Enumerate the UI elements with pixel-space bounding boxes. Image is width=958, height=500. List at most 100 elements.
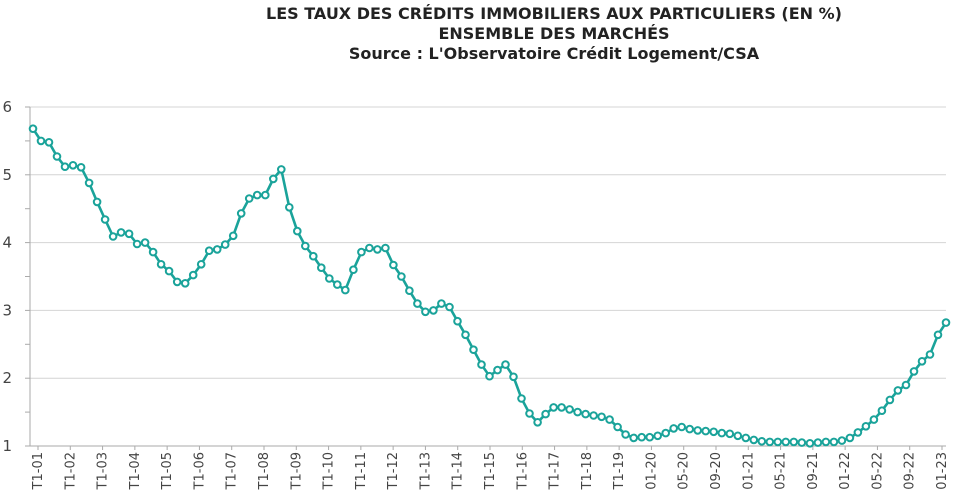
data-point (613, 422, 622, 432)
x-tick-label: T1-06 (192, 452, 207, 490)
data-point (92, 197, 102, 207)
data-point (261, 190, 270, 200)
data-point (781, 437, 791, 447)
data-point (429, 306, 438, 315)
data-point (333, 280, 342, 289)
data-point (501, 360, 510, 369)
data-point (861, 422, 871, 431)
data-point (749, 435, 759, 445)
data-point (148, 247, 158, 257)
x-tick-label: T1-13 (418, 452, 433, 490)
data-point (773, 437, 783, 447)
data-point (301, 241, 310, 251)
data-point (573, 407, 582, 417)
data-point (60, 162, 70, 171)
data-point (805, 439, 815, 448)
y-tick-label: 3 (2, 301, 12, 319)
data-point (357, 247, 366, 257)
data-point (725, 429, 735, 439)
x-tick-label: 05-21 (774, 452, 789, 490)
y-tick-label: 4 (2, 234, 12, 252)
data-point (244, 194, 254, 203)
series-path (31, 127, 948, 445)
data-point (228, 231, 238, 241)
data-point (293, 226, 302, 236)
data-point (381, 243, 390, 253)
data-point (653, 431, 663, 441)
x-tick-label: T1-02 (63, 452, 78, 490)
data-point (405, 286, 414, 296)
data-point (252, 190, 262, 200)
x-tick-label: T1-04 (128, 452, 143, 490)
y-tick-label: 1 (2, 437, 12, 455)
data-point (757, 437, 767, 446)
data-point (509, 372, 518, 382)
x-tick-label: T1-07 (225, 452, 240, 490)
data-point (156, 260, 166, 269)
data-point (413, 299, 422, 308)
data-point (461, 330, 470, 340)
data-point (116, 228, 126, 237)
data-point (893, 386, 903, 395)
data-point (469, 345, 478, 355)
data-point (645, 432, 655, 442)
data-point (164, 266, 174, 276)
data-point (453, 316, 462, 326)
data-point (84, 178, 94, 188)
data-point (100, 215, 110, 224)
x-tick-label: 01-21 (741, 452, 756, 490)
x-tick-label: T1-14 (451, 452, 466, 490)
data-point (549, 403, 558, 412)
x-tick-label: T1-03 (96, 452, 111, 490)
data-point (621, 430, 630, 439)
data-point (685, 424, 695, 434)
data-point (701, 426, 711, 436)
data-point (445, 302, 454, 312)
chart-titles: LES TAUX DES CRÉDITS IMMOBILIERS AUX PAR… (0, 4, 958, 64)
data-point (36, 136, 46, 146)
x-tick-label: 09-20 (709, 452, 724, 490)
data-point (365, 243, 374, 253)
y-tick-label: 2 (2, 369, 12, 387)
data-point (677, 422, 687, 432)
data-point (693, 426, 703, 435)
data-point (285, 203, 294, 212)
data-point (925, 350, 935, 359)
data-point (853, 428, 863, 437)
data-point (220, 240, 230, 249)
data-point (837, 436, 847, 445)
data-point (557, 403, 566, 412)
data-point (124, 229, 134, 239)
data-point (477, 360, 486, 369)
chart-source: Source : L'Observatoire Crédit Logement/… (348, 44, 760, 63)
data-point (180, 279, 190, 288)
data-point (493, 365, 502, 375)
x-tick-label: T1-08 (257, 452, 272, 490)
data-point (637, 432, 647, 442)
data-point (597, 412, 606, 422)
x-tick-label: T1-19 (612, 452, 627, 490)
x-tick-label: 05-22 (870, 452, 885, 490)
x-tick-label: 09-21 (806, 452, 821, 490)
x-tick-label: 01-20 (644, 452, 659, 490)
data-point (269, 174, 278, 184)
data-point (68, 161, 78, 170)
x-tick-label: T1-01 (31, 452, 46, 490)
data-point (885, 395, 895, 405)
chart-title: LES TAUX DES CRÉDITS IMMOBILIERS AUX PAR… (266, 4, 842, 23)
data-point (172, 277, 182, 287)
x-axis: T1-01 T1-02 T1-03 T1-04 T1-05 T1-06 T1-07 T1-08… (30, 445, 950, 490)
y-tick-label: 5 (2, 166, 12, 184)
data-point (869, 415, 879, 424)
data-point (349, 265, 358, 275)
x-tick-label: T1-16 (515, 452, 530, 490)
data-point (212, 245, 222, 254)
data-point (741, 433, 751, 443)
data-point (901, 380, 911, 390)
data-point (236, 209, 246, 218)
data-point (717, 428, 727, 438)
data-point (541, 409, 550, 419)
data-point (565, 405, 574, 414)
series-line (28, 124, 951, 448)
